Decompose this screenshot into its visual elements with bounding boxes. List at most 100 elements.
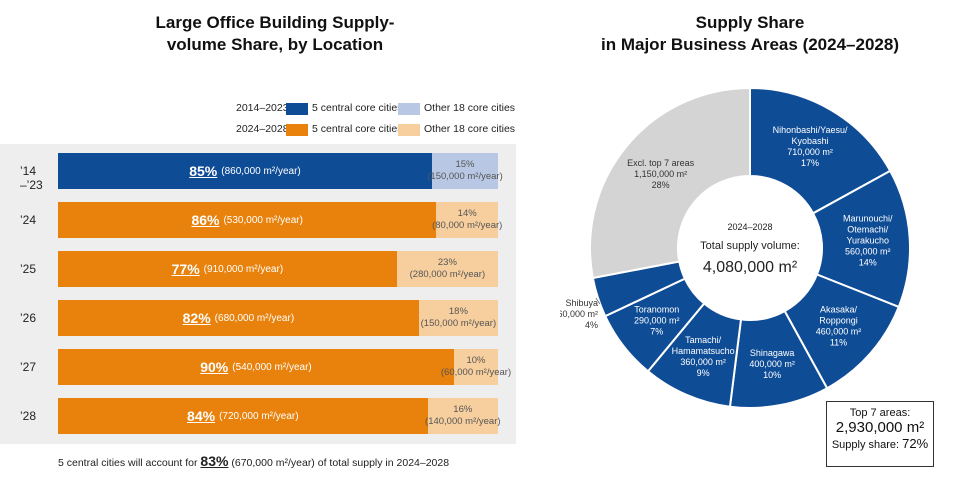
donut-slice-label: 11%	[830, 338, 847, 348]
donut-slice-label: 7%	[650, 326, 663, 336]
bar-segment-central: 82% (680,000 m²/year)	[58, 300, 419, 336]
bar-central-volume-label: (540,000 m²/year)	[232, 361, 312, 373]
bar-other-pct-label: 14%	[457, 208, 477, 219]
legend-period-2014-2023: 2014–2023	[236, 102, 289, 114]
legend-swatch-other-2024	[398, 124, 420, 136]
donut-slice-label: Otemachi/	[847, 225, 889, 235]
legend-swatch-other-2014	[398, 103, 420, 115]
donut-slice-label: 17%	[801, 158, 819, 168]
bar-segment-other: 10% (60,000 m²/year)	[441, 349, 511, 385]
legend-swatch-central-2024	[286, 124, 308, 136]
donut-leader-line	[595, 297, 601, 305]
bar-category-label: ’25	[20, 262, 37, 276]
bar-other-volume-label: (140,000 m²/year)	[425, 416, 501, 427]
bar-segment-central: 77% (910,000 m²/year)	[58, 251, 397, 287]
donut-slice-label: 10%	[763, 370, 781, 380]
bar-other-pct-label: 15%	[455, 159, 475, 170]
right-title-line1: Supply Share	[695, 13, 805, 32]
bar-segment-central: 86% (530,000 m²/year)	[58, 202, 437, 238]
legend-period-2024-2028: 2024–2028	[236, 123, 289, 135]
bar-central-pct-label: 86%	[191, 212, 220, 228]
donut-slice-label: 400,000 m²	[749, 359, 795, 369]
legend-label-other-2024: Other 18 core cities	[424, 123, 516, 135]
top7-label: Top 7 areas:	[849, 407, 911, 419]
bar-central-volume-label: (720,000 m²/year)	[219, 410, 299, 422]
donut-slice-label: Toranomon	[634, 304, 679, 314]
donut-slice-label: Nihonbashi/Yaesu/	[773, 125, 848, 135]
right-title-line2: in Major Business Areas (2024–2028)	[601, 35, 899, 54]
donut-slice	[589, 86, 751, 280]
bar-category-label: ’27	[20, 360, 37, 374]
donut-slice-label: 14%	[859, 258, 877, 268]
donut-slice-label: 28%	[652, 180, 670, 190]
bar-central-volume-label: (680,000 m²/year)	[214, 312, 295, 324]
bar-central-pct-label: 85%	[189, 163, 218, 179]
legend-swatch-central-2014	[286, 103, 308, 115]
donut-slice-label: Shibuya	[565, 298, 598, 308]
bar-central-pct-label: 90%	[200, 359, 229, 375]
donut-center-period: 2024–2028	[727, 222, 772, 232]
bar-category-label: ’24	[20, 213, 37, 227]
donut-slice-label: Hamamatsucho	[672, 346, 735, 356]
legend-label-other-2014: Other 18 core cities	[424, 102, 516, 114]
bar-segment-other: 18% (150,000 m²/year)	[418, 300, 498, 336]
donut-slice-label: 290,000 m²	[634, 315, 680, 325]
bar-segment-central: 85% (860,000 m²/year)	[58, 153, 432, 189]
bar-segment-other: 15% (150,000 m²/year)	[427, 153, 503, 189]
left-title-line2: volume Share, by Location	[166, 35, 384, 54]
donut-slice-label: 560,000 m²	[845, 247, 891, 257]
bar-category-label: ’14 –’23	[20, 164, 43, 192]
donut-center-value: 4,080,000 m²	[703, 259, 798, 276]
top7-summary-box: Top 7 areas: 2,930,000 m² Supply share: …	[826, 401, 934, 467]
bar-other-volume-label: (60,000 m²/year)	[440, 367, 512, 378]
donut-slice-label: Yurakucho	[847, 236, 890, 246]
bar-other-volume-label: (80,000 m²/year)	[432, 220, 503, 231]
bar-other-pct-label: 18%	[448, 306, 468, 317]
legend-label-central-2024: 5 central core cities	[312, 123, 403, 135]
bar-segment-central: 90% (540,000 m²/year)	[58, 349, 454, 385]
bar-other-pct-label: 16%	[453, 404, 473, 415]
footnote-text-end: (670,000 m²/year) of total supply in 202…	[228, 457, 450, 469]
bar-other-pct-label: 10%	[466, 355, 486, 366]
bar-other-volume-label: (280,000 m²/year)	[409, 269, 486, 280]
donut-center-label: Total supply volume:	[700, 240, 800, 252]
top7-share-label: Supply share:	[831, 439, 900, 451]
donut-slice-label: Akasaka/	[820, 305, 858, 315]
bar-chart-panel: ’14 –’23 85% (860,000 m²/year) 15% (150,000 …	[0, 144, 516, 444]
bar-segment-other: 23% (280,000 m²/year)	[396, 251, 498, 287]
donut-slice-label: 9%	[697, 368, 710, 378]
right-chart-title: Supply Share in Major Business Areas (20…	[600, 12, 900, 56]
donut-slice-label: Kyobashi	[792, 136, 829, 146]
donut-slice-label: Shinagawa	[750, 348, 795, 358]
donut-slice-label: 4%	[585, 320, 598, 330]
bar-segment-other: 14% (80,000 m²/year)	[432, 202, 502, 238]
donut-slice-label: Tamachi/	[685, 335, 722, 345]
top7-share-value: 72%	[902, 436, 929, 451]
donut-slice-label: Marunouchi/	[843, 214, 893, 224]
bar-central-pct-label: 77%	[171, 261, 200, 277]
donut-slice-label: 460,000 m²	[816, 327, 862, 337]
bar-segment-other: 16% (140,000 m²/year)	[425, 398, 501, 434]
bar-category-label: ’28	[20, 409, 37, 423]
bar-central-pct-label: 84%	[187, 408, 216, 424]
bar-other-volume-label: (150,000 m²/year)	[427, 171, 503, 182]
bar-central-volume-label: (910,000 m²/year)	[203, 263, 284, 275]
bar-central-pct-label: 82%	[182, 310, 211, 326]
footnote-highlight-pct: 83%	[200, 453, 229, 469]
bar-central-volume-label: (860,000 m²/year)	[221, 165, 301, 177]
donut-slice-label: 1,150,000 m²	[634, 169, 687, 179]
donut-slice	[749, 86, 892, 215]
donut-slice	[811, 169, 911, 309]
top7-share: Supply share: 72%	[827, 436, 933, 451]
bar-chart-footnote: 5 central cities will account for 83% (6…	[58, 453, 449, 469]
donut-slice-label: 710,000 m²	[787, 147, 833, 157]
top7-value: 2,930,000 m²	[835, 419, 925, 436]
donut-slice-label: Roppongi	[819, 316, 858, 326]
footnote-text-start: 5 central cities will account for	[58, 457, 201, 469]
bar-segment-central: 84% (720,000 m²/year)	[58, 398, 428, 434]
left-chart-title: Large Office Building Supply- volume Sha…	[130, 12, 420, 56]
legend-label-central-2014: 5 central core cities	[312, 102, 403, 114]
donut-slice-label: Excl. top 7 areas	[627, 158, 695, 168]
left-title-line1: Large Office Building Supply-	[155, 13, 395, 32]
